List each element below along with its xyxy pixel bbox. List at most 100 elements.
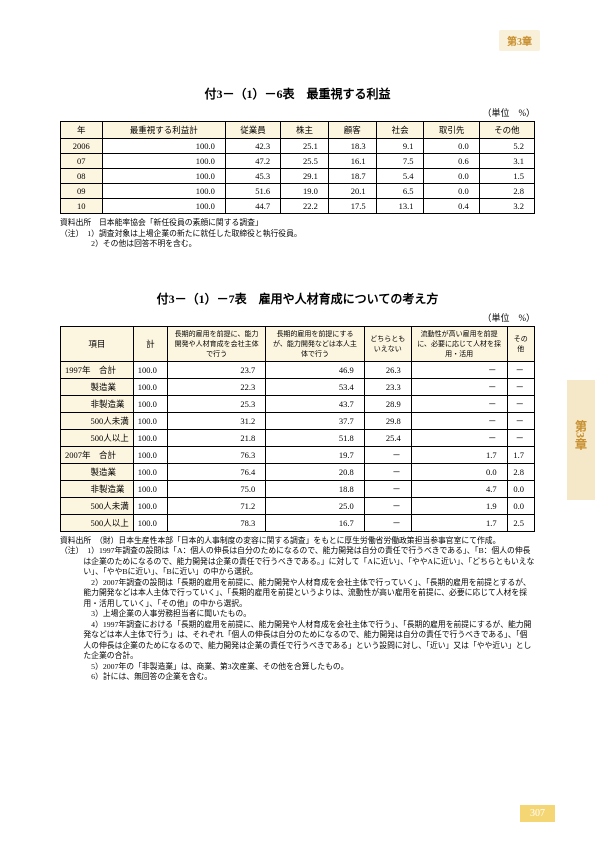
table1-cell: 0.0 (424, 169, 479, 184)
table2-cell: 1.7 (411, 446, 507, 463)
table2-cell: 1.9 (411, 497, 507, 514)
table1-cell: 100.0 (102, 184, 225, 199)
table2-cell: 28.9 (364, 395, 411, 412)
table1-cell: 18.7 (328, 169, 376, 184)
table1-unit: （単位 %） (60, 106, 535, 119)
table2-cell: 26.3 (364, 361, 411, 378)
table2-cell: 51.8 (266, 429, 364, 446)
table2-cell: 100.0 (133, 480, 167, 497)
table1-cell: 0.4 (424, 199, 479, 214)
table1-cell: 45.3 (225, 169, 280, 184)
table1-cell: 100.0 (102, 139, 225, 154)
table2-cell: 78.3 (167, 514, 265, 531)
table2-cell: － (411, 378, 507, 395)
table1-col: 株主 (281, 122, 329, 139)
table2-cell: 19.7 (266, 446, 364, 463)
table2-note: 2）2007年調査の設問は「長期的雇用を前提に、能力開発や人材育成を会社主体で行… (60, 578, 535, 610)
table1-cell: 42.3 (225, 139, 280, 154)
table2-cell: 100.0 (133, 429, 167, 446)
table2-cell: 75.0 (167, 480, 265, 497)
table2-col: 計 (133, 326, 167, 361)
table2-col: 長期的雇用を前提に、能力開発や人材育成を会社主体で行う (167, 326, 265, 361)
table2-cell: 31.2 (167, 412, 265, 429)
table2-cell: － (411, 412, 507, 429)
table1-cell: 51.6 (225, 184, 280, 199)
table2-cell: 43.7 (266, 395, 364, 412)
table1-cell: 1.5 (479, 169, 534, 184)
table1-col: 顧客 (328, 122, 376, 139)
table2-cell: 21.8 (167, 429, 265, 446)
table1-cell: 7.5 (376, 154, 424, 169)
table2-cell: 37.7 (266, 412, 364, 429)
table1-cell: 08 (61, 169, 103, 184)
table1-cell: 9.1 (376, 139, 424, 154)
table2-cell: 100.0 (133, 395, 167, 412)
table2-cell: 20.8 (266, 463, 364, 480)
table1-cell: 25.1 (281, 139, 329, 154)
table2-cell: 500人未満 (61, 412, 134, 429)
table2-cell: 100.0 (133, 412, 167, 429)
table1-cell: 6.5 (376, 184, 424, 199)
table2-cell: － (364, 514, 411, 531)
table1-cell: 22.2 (281, 199, 329, 214)
table2-notes: 資料出所 （財）日本生産性本部「日本的人事制度の変容に関する調査」をもとに厚生労… (60, 536, 535, 683)
table1-cell: 5.2 (479, 139, 534, 154)
table1-cell: 19.0 (281, 184, 329, 199)
table1-title: 付3－（1）－6表 最重視する利益 (60, 85, 535, 102)
table1-cell: 09 (61, 184, 103, 199)
table1-cell: 0.0 (424, 139, 479, 154)
table1-cell: 2.8 (479, 184, 534, 199)
table2-cell: － (507, 429, 534, 446)
table2-cell: 0.0 (507, 497, 534, 514)
table1-cell: 20.1 (328, 184, 376, 199)
table2-note: 3）上場企業の人事労務担当者に聞いたもの。 (60, 609, 535, 620)
table1-cell: 0.0 (424, 184, 479, 199)
table1-note2: 2）その他は回答不明を含む。 (60, 239, 535, 250)
table2-cell: － (507, 361, 534, 378)
table1-cell: 44.7 (225, 199, 280, 214)
table1-cell: 100.0 (102, 199, 225, 214)
table2-cell: 46.9 (266, 361, 364, 378)
table2-source: 資料出所 （財）日本生産性本部「日本的人事制度の変容に関する調査」をもとに厚生労… (60, 536, 535, 547)
table2-cell: 製造業 (61, 463, 134, 480)
table2-cell: 1997年 合計 (61, 361, 134, 378)
table2-unit: （単位 %） (60, 311, 535, 324)
table1-col: 社会 (376, 122, 424, 139)
table2-note: 6）計には、無回答の企業を含む。 (60, 672, 535, 683)
table2-col: その他 (507, 326, 534, 361)
table2-cell: 100.0 (133, 497, 167, 514)
table1-col: 最重視する利益計 (102, 122, 225, 139)
table2-cell: 1.7 (507, 446, 534, 463)
table1-col: 従業員 (225, 122, 280, 139)
table2-cell: 100.0 (133, 446, 167, 463)
table1-notes: 資料出所 日本能率協会「新任役員の素顔に関する調査」 （注） 1）調査対象は上場… (60, 218, 535, 250)
table2-title: 付3－（1）－7表 雇用や人材育成についての考え方 (60, 290, 535, 307)
table1-cell: 16.1 (328, 154, 376, 169)
table2-cell: － (411, 395, 507, 412)
table1-cell: 10 (61, 199, 103, 214)
table2-note: （注） 1）1997年調査の設問は「A：個人の伸長は自分のためになるので、能力開… (60, 546, 535, 578)
table2-col: 流動性が高い雇用を前提に、必要に応じて人材を採用・活用 (411, 326, 507, 361)
table2-col: どちらともいえない (364, 326, 411, 361)
table1-cell: 25.5 (281, 154, 329, 169)
table2-cell: 100.0 (133, 378, 167, 395)
table2-cell: － (507, 378, 534, 395)
table1-cell: 47.2 (225, 154, 280, 169)
table1-col: 年 (61, 122, 103, 139)
table2-cell: 2.8 (507, 463, 534, 480)
table1-cell: 5.4 (376, 169, 424, 184)
table2-col: 長期的雇用を前提にするが、能力開発などは本人主体で行う (266, 326, 364, 361)
table1-cell: 29.1 (281, 169, 329, 184)
table2-cell: 22.3 (167, 378, 265, 395)
table1-cell: 07 (61, 154, 103, 169)
page-content: 付3－（1）－6表 最重視する利益 （単位 %） 年最重視する利益計従業員株主顧… (0, 0, 595, 723)
table1-cell: 0.6 (424, 154, 479, 169)
table2-cell: － (411, 429, 507, 446)
page-number: 307 (520, 805, 555, 822)
table2-cell: 500人未満 (61, 497, 134, 514)
table2-cell: 25.3 (167, 395, 265, 412)
table2-cell: 25.4 (364, 429, 411, 446)
table2-cell: 1.7 (411, 514, 507, 531)
table1-source: 資料出所 日本能率協会「新任役員の素顔に関する調査」 (60, 218, 535, 229)
side-tab: 第3章 (567, 380, 595, 500)
